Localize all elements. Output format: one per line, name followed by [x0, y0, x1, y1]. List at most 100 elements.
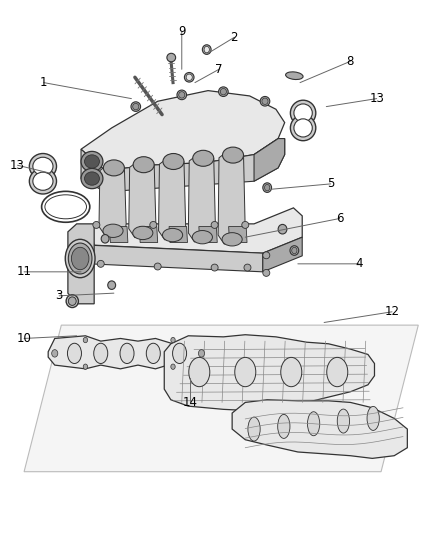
Ellipse shape [244, 264, 251, 271]
Ellipse shape [150, 222, 157, 229]
Ellipse shape [193, 150, 214, 166]
Text: 3: 3 [56, 289, 63, 302]
Ellipse shape [278, 415, 290, 438]
Text: 2: 2 [230, 31, 238, 44]
Ellipse shape [85, 172, 99, 185]
Text: 13: 13 [369, 92, 384, 105]
Ellipse shape [290, 100, 316, 126]
Ellipse shape [290, 246, 299, 255]
Ellipse shape [146, 343, 160, 364]
Polygon shape [110, 227, 128, 243]
Polygon shape [232, 400, 407, 458]
Ellipse shape [162, 229, 183, 242]
Ellipse shape [65, 239, 95, 278]
Polygon shape [68, 224, 94, 304]
Ellipse shape [66, 295, 78, 308]
Ellipse shape [367, 406, 379, 431]
Ellipse shape [103, 160, 124, 176]
Ellipse shape [286, 72, 303, 79]
Text: 5: 5 [327, 177, 334, 190]
Polygon shape [263, 237, 302, 272]
Text: 12: 12 [385, 305, 399, 318]
Ellipse shape [263, 183, 272, 192]
Polygon shape [99, 168, 126, 236]
Text: 11: 11 [17, 265, 32, 278]
Ellipse shape [242, 222, 249, 229]
Ellipse shape [171, 364, 175, 369]
Text: 4: 4 [355, 257, 363, 270]
Polygon shape [169, 227, 187, 243]
Polygon shape [188, 158, 215, 242]
Ellipse shape [133, 157, 154, 173]
Ellipse shape [83, 337, 88, 343]
Ellipse shape [262, 98, 268, 104]
Ellipse shape [81, 168, 103, 189]
Polygon shape [218, 155, 245, 244]
Ellipse shape [101, 235, 109, 243]
Ellipse shape [290, 115, 316, 141]
Text: 7: 7 [215, 63, 223, 76]
Polygon shape [229, 227, 247, 243]
Ellipse shape [81, 151, 103, 172]
Text: 9: 9 [178, 26, 186, 38]
Polygon shape [48, 336, 201, 369]
Ellipse shape [186, 74, 192, 80]
Ellipse shape [163, 154, 184, 169]
Ellipse shape [223, 147, 244, 163]
Polygon shape [24, 325, 418, 472]
Ellipse shape [248, 417, 260, 441]
Ellipse shape [219, 87, 228, 96]
Ellipse shape [133, 103, 139, 110]
Ellipse shape [97, 260, 104, 267]
Polygon shape [254, 139, 285, 181]
Text: 10: 10 [17, 332, 32, 345]
Text: 14: 14 [183, 396, 198, 409]
Ellipse shape [204, 46, 209, 53]
Ellipse shape [167, 53, 176, 62]
Polygon shape [199, 227, 217, 243]
Ellipse shape [278, 224, 287, 234]
Polygon shape [139, 227, 158, 243]
Ellipse shape [33, 172, 53, 190]
Ellipse shape [85, 155, 99, 168]
Ellipse shape [184, 72, 194, 82]
Ellipse shape [131, 102, 141, 111]
Ellipse shape [211, 222, 218, 229]
Ellipse shape [120, 343, 134, 364]
Ellipse shape [192, 231, 212, 244]
Ellipse shape [154, 263, 161, 270]
Ellipse shape [29, 154, 57, 179]
Ellipse shape [93, 222, 100, 229]
Polygon shape [90, 245, 263, 272]
Ellipse shape [171, 337, 175, 343]
Ellipse shape [67, 343, 81, 364]
Ellipse shape [222, 232, 242, 246]
Ellipse shape [179, 92, 185, 98]
Ellipse shape [133, 227, 153, 240]
Ellipse shape [52, 350, 58, 357]
Ellipse shape [235, 357, 256, 387]
Ellipse shape [294, 104, 312, 122]
Ellipse shape [83, 364, 88, 369]
Ellipse shape [108, 281, 116, 289]
Ellipse shape [327, 357, 348, 387]
Polygon shape [81, 91, 285, 171]
Polygon shape [81, 149, 105, 192]
Ellipse shape [68, 243, 92, 274]
Polygon shape [159, 161, 186, 240]
Ellipse shape [220, 88, 226, 95]
Polygon shape [164, 335, 374, 410]
Ellipse shape [29, 168, 57, 194]
Polygon shape [105, 139, 285, 192]
Text: 8: 8 [347, 55, 354, 68]
Ellipse shape [307, 411, 320, 436]
Ellipse shape [292, 247, 297, 254]
Ellipse shape [68, 297, 76, 305]
Ellipse shape [189, 357, 210, 387]
Text: 13: 13 [10, 159, 25, 172]
Ellipse shape [202, 45, 211, 54]
Text: 6: 6 [336, 212, 343, 225]
Ellipse shape [33, 157, 53, 175]
Polygon shape [90, 208, 302, 253]
Polygon shape [129, 165, 156, 238]
